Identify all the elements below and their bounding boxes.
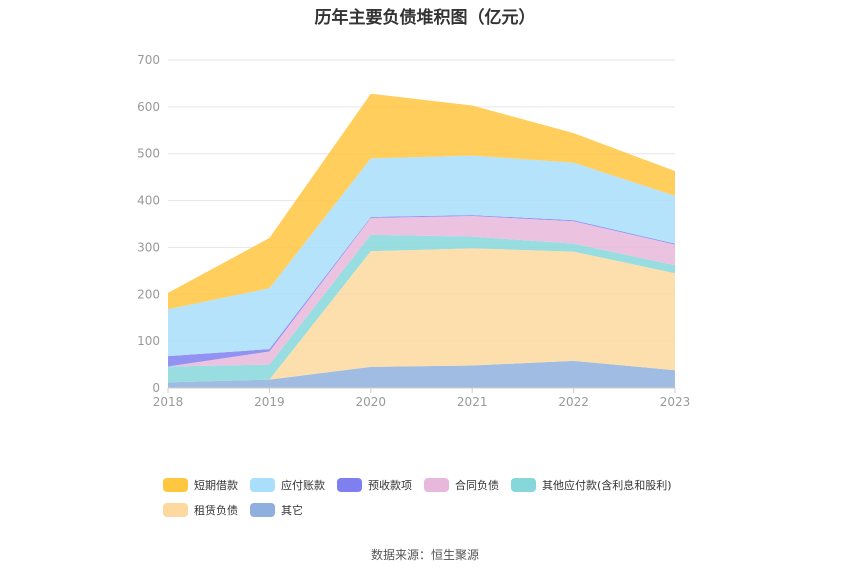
legend-item[interactable]: 合同负债 (424, 477, 499, 493)
x-tick-label: 2021 (457, 395, 488, 409)
y-tick-label: 600 (137, 100, 160, 114)
y-tick-label: 200 (137, 287, 160, 301)
legend-swatch (163, 477, 188, 492)
area-series (168, 248, 675, 383)
y-tick-label: 400 (137, 194, 160, 208)
area-series (168, 216, 675, 367)
legend-swatch (424, 477, 449, 492)
area-series (168, 234, 675, 383)
legend-label: 预收款项 (368, 478, 412, 492)
data-source: 数据来源：恒生聚源 (370, 548, 479, 562)
legend-swatch (250, 477, 275, 492)
legend-label: 其它 (281, 503, 303, 517)
legend-item[interactable]: 应付账款 (250, 477, 325, 493)
x-tick-label: 2023 (660, 395, 691, 409)
legend-label: 应付账款 (281, 478, 325, 492)
legend-label: 其他应付款(含利息和股利) (542, 478, 672, 492)
legend-label: 合同负债 (455, 478, 499, 492)
x-tick-label: 2022 (558, 395, 589, 409)
legend-item[interactable]: 短期借款 (163, 477, 238, 493)
legend-label: 租赁负债 (194, 503, 238, 517)
chart-legend: 短期借款 应付账款 预收款项 合同负债 其他应付款(含利息和股利) 租赁负债 其它 (163, 472, 723, 522)
x-tick-label: 2020 (356, 395, 387, 409)
legend-swatch (511, 477, 536, 492)
chart-title: 历年主要负债堆积图（亿元） (314, 8, 536, 28)
area-series (168, 360, 675, 388)
legend-item[interactable]: 其他应付款(含利息和股利) (511, 477, 672, 493)
y-tick-label: 700 (137, 53, 160, 67)
x-tick-label: 2019 (254, 395, 285, 409)
legend-item[interactable]: 租赁负债 (163, 502, 238, 518)
y-tick-label: 300 (137, 240, 160, 254)
x-tick-label: 2018 (153, 395, 184, 409)
y-tick-label: 0 (152, 381, 160, 395)
legend-swatch (250, 502, 275, 517)
legend-row: 租赁负债 其它 (163, 497, 723, 522)
area-series (168, 155, 675, 357)
area-series (168, 93, 675, 310)
legend-swatch (163, 502, 188, 517)
y-tick-label: 500 (137, 147, 160, 161)
stacked-area-chart: 0 100 200 300 400 500 600 700 2018 2019 2020 2021 20… (137, 53, 691, 409)
legend-label: 短期借款 (194, 478, 238, 492)
legend-row: 短期借款 应付账款 预收款项 合同负债 其他应付款(含利息和股利) (163, 472, 723, 497)
legend-item[interactable]: 其它 (250, 502, 303, 518)
legend-swatch (337, 477, 362, 492)
legend-item[interactable]: 预收款项 (337, 477, 412, 493)
y-tick-label: 100 (137, 334, 160, 348)
